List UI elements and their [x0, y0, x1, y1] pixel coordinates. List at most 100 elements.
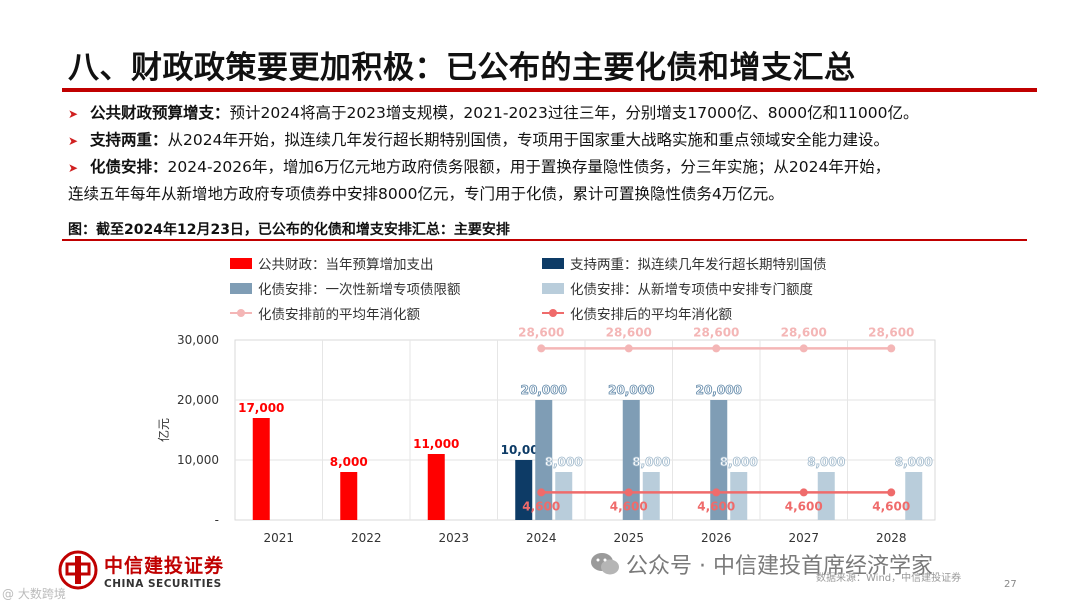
slide-title: 八、财政政策要更加积极：已公布的主要化债和增支汇总	[68, 50, 856, 86]
y-tick-label: 20,000	[177, 393, 219, 407]
bullet-debt-continued: 连续五年每年从新增地方政府专项债券中安排8000亿元，专门用于化债，累计可置换隐…	[68, 185, 784, 203]
x-tick-label: 2022	[351, 531, 382, 545]
y-tick-label: 10,000	[177, 453, 219, 467]
data-label: 11,000	[413, 437, 459, 451]
figure-title: 图：截至2024年12月23日，已公布的化债和增支安排汇总：主要安排	[68, 222, 510, 238]
legend-line-swatch	[542, 309, 564, 317]
line-point-2026	[712, 488, 721, 497]
legend-item-before-line: 化债安排前的平均年消化额	[230, 303, 420, 323]
line-point-2024	[537, 344, 546, 353]
legend-label: 化债安排前的平均年消化额	[258, 307, 420, 323]
line-data-label: 4,600	[522, 499, 560, 513]
line-point-2028	[887, 488, 896, 497]
bullet-two-major: ➤ 支持两重：从2024年开始，拟连续几年发行超长期特别国债，专项用于国家重大战略…	[68, 127, 1048, 154]
data-label: 20,000	[696, 383, 742, 397]
legend-swatch	[230, 257, 252, 269]
data-label: 17,000	[238, 401, 284, 415]
bullet-budget: ➤ 公共财政预算增支：预计2024将高于2023增支规模，2021-2023过往三…	[68, 100, 1048, 127]
bullet-head: 支持两重：	[90, 131, 168, 149]
y-tick-label: -	[215, 513, 219, 527]
logo-chinese-name: 中信建投证券	[104, 554, 225, 577]
data-label: 8,000	[632, 455, 670, 469]
bar-2026	[730, 472, 748, 520]
x-tick-label: 2023	[438, 531, 469, 545]
line-point-2027	[799, 344, 808, 353]
bar-2027	[817, 472, 835, 520]
citic-emblem-icon	[58, 550, 98, 590]
legend-item-budget: 公共财政：当年预算增加支出	[230, 253, 434, 273]
line-data-label: 28,600	[868, 325, 914, 339]
corner-mark: @ 大数跨境	[2, 587, 66, 601]
line-point-2025	[624, 344, 633, 353]
legend-label: 化债安排：一次性新增专项债限额	[258, 282, 461, 298]
arrow-bullet-icon: ➤	[68, 161, 79, 175]
y-tick-label: 30,000	[177, 333, 219, 347]
legend-line-swatch	[230, 309, 252, 317]
line-point-2026	[712, 344, 721, 353]
bar-2023	[427, 454, 445, 520]
line-point-2028	[887, 344, 896, 353]
title-rule	[62, 88, 1037, 92]
line-data-label: 4,600	[697, 499, 735, 513]
wechat-icon	[591, 553, 619, 575]
data-label: 8,000	[720, 455, 758, 469]
bar-line-chart: 30,000 20,000 10,000 - 亿元 2021 2022 2023 2024 202…	[156, 325, 936, 545]
data-label: 8,000	[895, 455, 933, 469]
legend-swatch	[230, 282, 252, 294]
y-axis-label: 亿元	[156, 418, 171, 442]
x-tick-label: 2028	[876, 531, 907, 545]
bar-2024	[555, 472, 573, 520]
legend-item-after-line: 化债安排后的平均年消化额	[542, 303, 732, 323]
bullet-text: 从2024年开始，拟连续几年发行超长期特别国债，专项用于国家重大战略实施和重点领…	[167, 131, 889, 149]
bullet-debt: ➤ 化债安排：2024-2026年，增加6万亿元地方政府债务限额，用于置换存量隐性…	[68, 154, 1048, 181]
data-label: 20,000	[608, 383, 654, 397]
legend-item-one-time-quota: 化债安排：一次性新增专项债限额	[230, 278, 461, 298]
line-data-label: 4,600	[785, 499, 823, 513]
legend-label: 支持两重：拟连续几年发行超长期特别国债	[570, 257, 827, 273]
line-point-2025	[624, 488, 633, 497]
x-tick-label: 2025	[613, 531, 644, 545]
x-tick-label: 2021	[263, 531, 294, 545]
logo-english-name: CHINA SECURITIES	[104, 577, 222, 590]
bar-2028	[905, 472, 923, 520]
watermark-text: 公众号 · 中信建投首席经济学家	[626, 554, 933, 579]
data-label: 8,000	[545, 455, 583, 469]
bar-2025	[642, 472, 660, 520]
line-point-2024	[537, 488, 546, 497]
legend-swatch	[542, 257, 564, 269]
bullet-head: 化债安排：	[90, 158, 168, 176]
legend-item-annual-quota: 化债安排：从新增专项债中安排专门额度	[542, 278, 813, 298]
figure-rule	[62, 239, 1027, 241]
data-label: 8,000	[330, 455, 368, 469]
bar-2022	[340, 472, 358, 520]
line-data-label: 28,600	[781, 325, 827, 339]
bullet-text: 预计2024将高于2023增支规模，2021-2023过往三年，分别增支1700…	[229, 104, 919, 122]
data-label: 8,000	[807, 455, 845, 469]
data-source: 数据来源：Wind，中信建投证券	[816, 573, 962, 584]
legend-label: 公共财政：当年预算增加支出	[258, 257, 434, 273]
legend-item-special-bonds: 支持两重：拟连续几年发行超长期特别国债	[542, 253, 827, 273]
line-data-label: 4,600	[872, 499, 910, 513]
line-data-label: 28,600	[518, 325, 564, 339]
bullet-list: ➤ 公共财政预算增支：预计2024将高于2023增支规模，2021-2023过往三…	[68, 100, 1048, 207]
arrow-bullet-icon: ➤	[68, 134, 79, 148]
line-data-label: 28,600	[606, 325, 652, 339]
data-label: 20,000	[521, 383, 567, 397]
line-data-label: 4,600	[610, 499, 648, 513]
legend-label: 化债安排：从新增专项债中安排专门额度	[570, 282, 813, 298]
company-logo: 中信建投证券 CHINA SECURITIES	[58, 550, 224, 590]
x-tick-label: 2026	[701, 531, 732, 545]
bar-2024	[515, 460, 533, 520]
line-data-label: 28,600	[693, 325, 739, 339]
bullet-text: 2024-2026年，增加6万亿元地方政府债务限额，用于置换存量隐性债务，分三年…	[167, 158, 891, 176]
arrow-bullet-icon: ➤	[68, 107, 79, 121]
bar-2021	[252, 418, 270, 520]
legend-label: 化债安排后的平均年消化额	[570, 307, 732, 323]
legend-swatch	[542, 282, 564, 294]
x-tick-label: 2024	[526, 531, 557, 545]
line-point-2027	[799, 488, 808, 497]
x-tick-label: 2027	[788, 531, 819, 545]
bullet-head: 公共财政预算增支：	[90, 104, 230, 122]
wechat-watermark: 公众号 · 中信建投首席经济学家	[590, 548, 933, 580]
page-number: 27	[1004, 579, 1017, 590]
